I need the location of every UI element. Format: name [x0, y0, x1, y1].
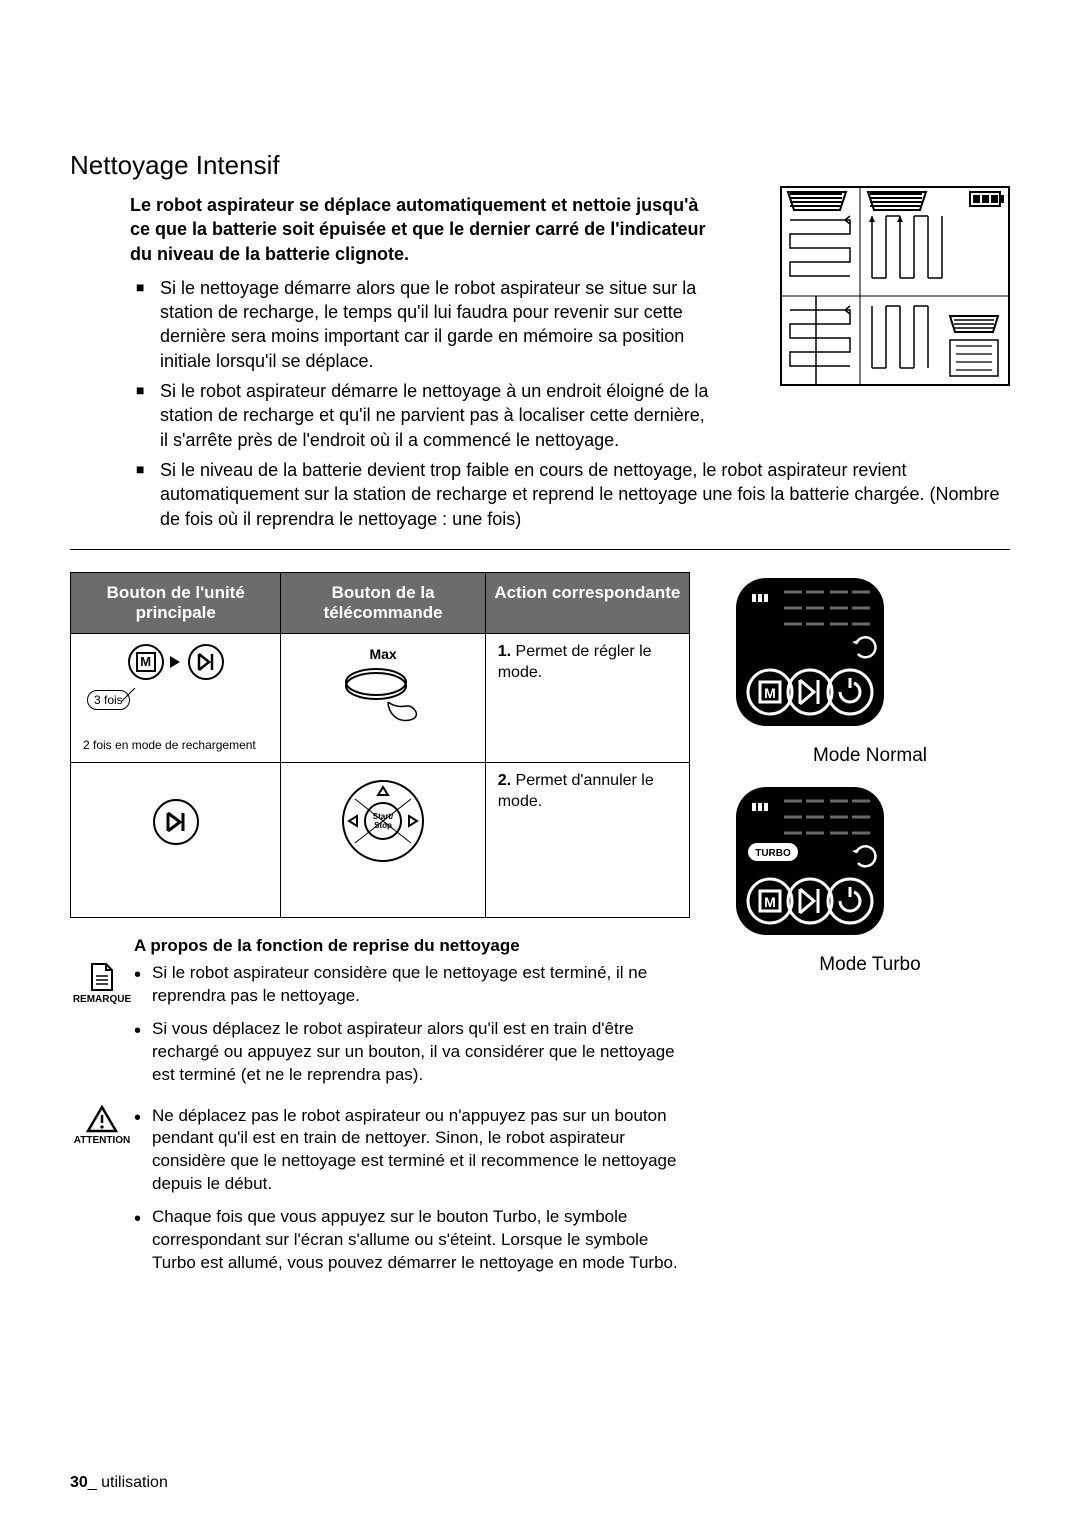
- controls-table: Bouton de l'unité principale Bouton de l…: [70, 572, 690, 918]
- table-row: M 3 fois 2 fois en mode de rechargement: [71, 633, 690, 762]
- note-item: Chaque fois que vous appuyez sur le bout…: [134, 1206, 690, 1275]
- attention-text: Ne déplacez pas le robot aspirateur ou n…: [134, 1105, 690, 1286]
- attention-icon: ATTENTION: [70, 1105, 134, 1286]
- remote-dpad-diagram: Start/ Stop: [289, 771, 476, 881]
- remote-button-diagram: Max: [289, 646, 476, 746]
- notes-title: A propos de la fonction de reprise du ne…: [134, 936, 690, 956]
- remarque-icon: REMARQUE: [70, 962, 134, 1097]
- table-header: Bouton de l'unité principale: [71, 572, 281, 633]
- remarque-text: Si le robot aspirateur considère que le …: [134, 962, 690, 1097]
- action-cell: 2. Permet d'annuler le mode.: [485, 762, 689, 917]
- bullet-item: Si le robot aspirateur démarre le nettoy…: [130, 379, 710, 452]
- svg-text:Start/: Start/: [373, 812, 394, 821]
- unit-button-diagram: M 3 fois 2 fois en mode de rechargement: [79, 644, 272, 754]
- section-title: Nettoyage Intensif: [70, 150, 1010, 181]
- cleaning-pattern-diagram: [780, 186, 1010, 386]
- table-header: Action correspondante: [485, 572, 689, 633]
- device-display-normal: M: [730, 572, 1010, 737]
- table-header: Bouton de la télécommande: [281, 572, 485, 633]
- m-button-icon: M: [128, 644, 164, 680]
- action-cell: 1. Permet de régler le mode.: [485, 633, 689, 762]
- mode-normal-label: Mode Normal: [730, 745, 1010, 767]
- play-pause-icon: [188, 644, 224, 680]
- svg-text:TURBO: TURBO: [755, 848, 791, 859]
- divider: [70, 549, 1010, 550]
- svg-text:M: M: [764, 685, 776, 701]
- bullet-item: Si le nettoyage démarre alors que le rob…: [130, 276, 710, 373]
- note-item: Si le robot aspirateur considère que le …: [134, 962, 690, 1008]
- mode-turbo-label: Mode Turbo: [730, 954, 1010, 976]
- note-item: Ne déplacez pas le robot aspirateur ou n…: [134, 1105, 690, 1197]
- callout-label: 2 fois en mode de rechargement: [83, 738, 256, 752]
- page-footer: 30_ utilisation: [70, 1474, 168, 1492]
- note-item: Si vous déplacez le robot aspirateur alo…: [134, 1018, 690, 1087]
- svg-text:M: M: [764, 894, 776, 910]
- play-pause-icon: [153, 799, 199, 845]
- device-display-turbo: TURBO M: [730, 781, 1010, 946]
- intro-paragraph: Le robot aspirateur se déplace automatiq…: [130, 193, 710, 266]
- bullet-item: Si le niveau de la batterie devient trop…: [130, 458, 1010, 531]
- unit-button-diagram: [79, 799, 272, 909]
- table-row: Start/ Stop 2. Permet d'a: [71, 762, 690, 917]
